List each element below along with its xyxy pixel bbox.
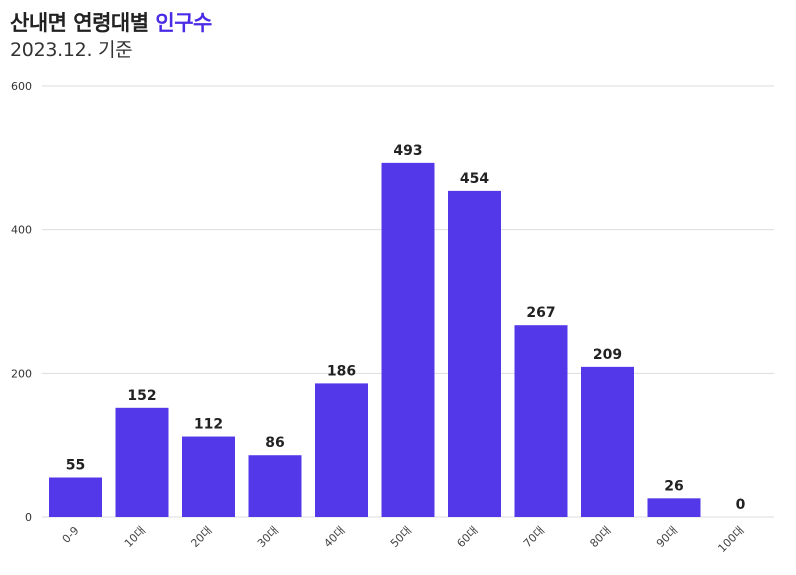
x-tick-label: 10대	[122, 524, 148, 550]
data-label: 267	[526, 305, 555, 321]
bar-30대	[248, 455, 302, 517]
data-label: 0	[736, 497, 746, 513]
title-accent: 인구수	[155, 11, 212, 35]
y-axis: 0 200 400 600	[11, 80, 32, 524]
bar-20대	[182, 436, 235, 517]
bar-10대	[115, 407, 169, 517]
bar-80대	[581, 366, 634, 517]
chart-subtitle: 2023.12. 기준	[10, 39, 133, 61]
x-tick-label: 40대	[321, 524, 347, 550]
x-tick-label: 60대	[454, 524, 480, 550]
bar-50대	[381, 162, 435, 517]
x-axis: 0-9 10대 20대 30대 40대 50대 60대 70대 80대 90대 100대	[60, 524, 747, 555]
bar-0-9	[49, 477, 102, 517]
data-label: 186	[327, 363, 356, 379]
data-label: 454	[460, 171, 489, 187]
data-label: 152	[127, 388, 156, 404]
bar-70대	[514, 325, 568, 517]
data-label: 26	[664, 478, 683, 494]
x-tick-label: 90대	[654, 524, 680, 550]
bar-60대	[448, 190, 501, 518]
bars	[49, 162, 701, 518]
data-labels: 55 152 112 86 186 493 454 267 209 26 0	[66, 143, 746, 513]
y-tick-label: 0	[25, 511, 32, 524]
x-tick-label: 80대	[587, 524, 613, 550]
x-tick-label: 20대	[188, 524, 214, 550]
data-label: 112	[194, 417, 223, 433]
x-tick-label: 0-9	[60, 524, 82, 546]
y-tick-label: 400	[11, 224, 32, 237]
chart-header: 산내면 연령대별 인구수 2023.12. 기준	[10, 8, 212, 62]
title-main: 산내면 연령대별	[10, 11, 149, 35]
x-tick-label: 30대	[255, 524, 281, 550]
y-tick-label: 600	[11, 80, 32, 93]
x-tick-label: 70대	[521, 524, 547, 550]
bar-90대	[647, 498, 701, 517]
bar-40대	[315, 383, 368, 517]
data-label: 86	[265, 435, 284, 451]
x-tick-label: 100대	[715, 524, 746, 555]
y-tick-label: 200	[11, 367, 32, 380]
data-label: 493	[393, 143, 422, 159]
x-tick-label: 50대	[388, 524, 414, 550]
chart-title: 산내면 연령대별 인구수	[10, 8, 212, 38]
data-label: 209	[593, 347, 622, 363]
data-label: 55	[66, 457, 85, 473]
